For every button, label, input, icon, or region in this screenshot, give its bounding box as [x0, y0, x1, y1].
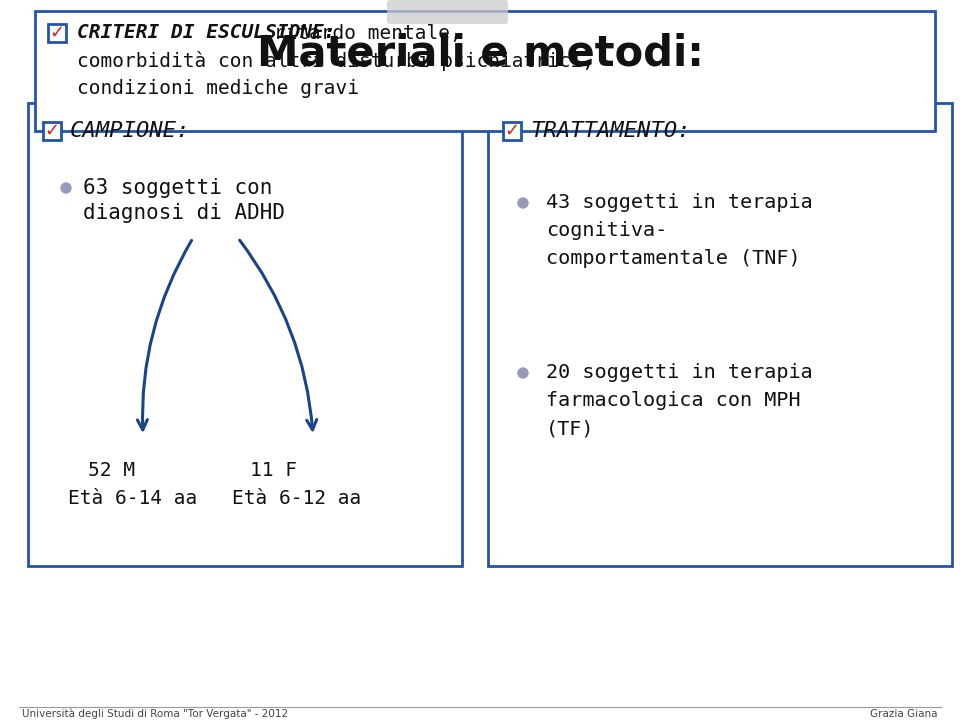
Text: Materiali e metodi:: Materiali e metodi: [256, 32, 704, 74]
FancyBboxPatch shape [503, 122, 521, 140]
Text: ✓: ✓ [44, 122, 60, 140]
Text: (TF): (TF) [546, 420, 594, 438]
Circle shape [61, 183, 71, 193]
FancyBboxPatch shape [488, 103, 952, 566]
FancyBboxPatch shape [387, 0, 508, 24]
Text: condizioni mediche gravi: condizioni mediche gravi [77, 79, 359, 99]
Text: comportamentale (TNF): comportamentale (TNF) [546, 249, 801, 268]
Text: 11 F: 11 F [250, 461, 297, 480]
FancyBboxPatch shape [28, 103, 462, 566]
Circle shape [518, 198, 528, 208]
Text: diagnosi di ADHD: diagnosi di ADHD [83, 203, 285, 223]
Text: comorbidità con altri disturbi psichiatrici,: comorbidità con altri disturbi psichiatr… [77, 51, 594, 71]
Text: CRITERI DI ESCULSIONE:: CRITERI DI ESCULSIONE: [77, 24, 335, 43]
FancyBboxPatch shape [43, 122, 61, 140]
Text: farmacologica con MPH: farmacologica con MPH [546, 392, 801, 410]
Text: Università degli Studi di Roma "Tor Vergata" - 2012: Università degli Studi di Roma "Tor Verg… [22, 709, 288, 720]
Text: Età 6-12 aa: Età 6-12 aa [232, 489, 361, 508]
Text: 52 M: 52 M [88, 461, 135, 480]
Text: CAMPIONE:: CAMPIONE: [70, 121, 190, 141]
Text: ✓: ✓ [504, 122, 519, 140]
Circle shape [518, 368, 528, 378]
FancyBboxPatch shape [35, 11, 935, 131]
Text: ritardo mentale,: ritardo mentale, [262, 24, 462, 43]
Text: Grazia Giana: Grazia Giana [871, 709, 938, 719]
Text: 20 soggetti in terapia: 20 soggetti in terapia [546, 363, 813, 383]
Text: cognitiva-: cognitiva- [546, 221, 667, 241]
FancyBboxPatch shape [48, 24, 66, 42]
Text: TRATTAMENTO:: TRATTAMENTO: [530, 121, 690, 141]
Text: Età 6-14 aa: Età 6-14 aa [68, 489, 197, 508]
Text: 63 soggetti con: 63 soggetti con [83, 178, 273, 198]
Text: ✓: ✓ [49, 24, 64, 42]
Text: 43 soggetti in terapia: 43 soggetti in terapia [546, 193, 813, 213]
